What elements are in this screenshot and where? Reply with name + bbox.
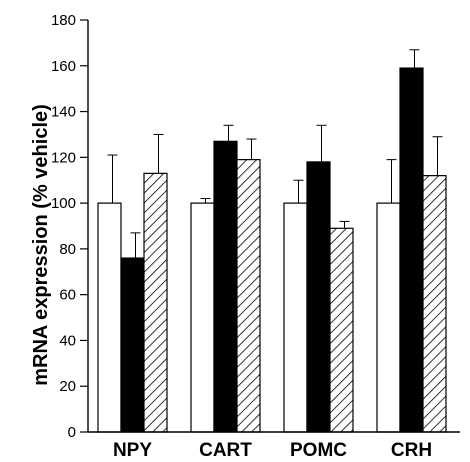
category-label-npy: NPY <box>113 440 152 461</box>
y-tick-label: 140 <box>51 104 76 121</box>
y-tick-label: 180 <box>51 12 76 29</box>
y-tick-label: 0 <box>68 424 76 441</box>
y-tick-label: 100 <box>51 195 76 212</box>
bar-pomc-hatched <box>329 227 354 433</box>
bar-pomc-white <box>283 202 308 433</box>
category-label-pomc: POMC <box>290 440 347 461</box>
y-tick-label: 20 <box>59 378 76 395</box>
y-tick-label: 120 <box>51 149 76 166</box>
bar-npy-white <box>97 202 122 433</box>
bar-cart-hatched <box>236 159 261 433</box>
y-tick-label: 80 <box>59 241 76 258</box>
category-label-crh: CRH <box>391 440 432 461</box>
bar-pomc-black <box>306 161 331 433</box>
bars-layer <box>97 49 447 433</box>
y-tick-label: 60 <box>59 287 76 304</box>
y-tick-label: 160 <box>51 58 76 75</box>
y-tick-label: 40 <box>59 332 76 349</box>
bar-crh-white <box>376 202 401 433</box>
axes <box>87 20 460 433</box>
category-label-cart: CART <box>199 440 252 461</box>
bar-npy-hatched <box>143 172 168 433</box>
y-axis-title: mRNA expression (% vehicle) <box>30 104 52 386</box>
bar-cart-white <box>190 202 215 433</box>
bar-crh-hatched <box>422 175 447 433</box>
category-labels: NPY CART POMC CRH <box>113 440 432 461</box>
bar-crh-black <box>399 67 424 433</box>
bar-npy-black <box>120 257 145 433</box>
y-axis-ticks: 0 20 40 60 80 100 120 140 160 180 <box>51 12 88 441</box>
bar-cart-black <box>213 140 238 433</box>
